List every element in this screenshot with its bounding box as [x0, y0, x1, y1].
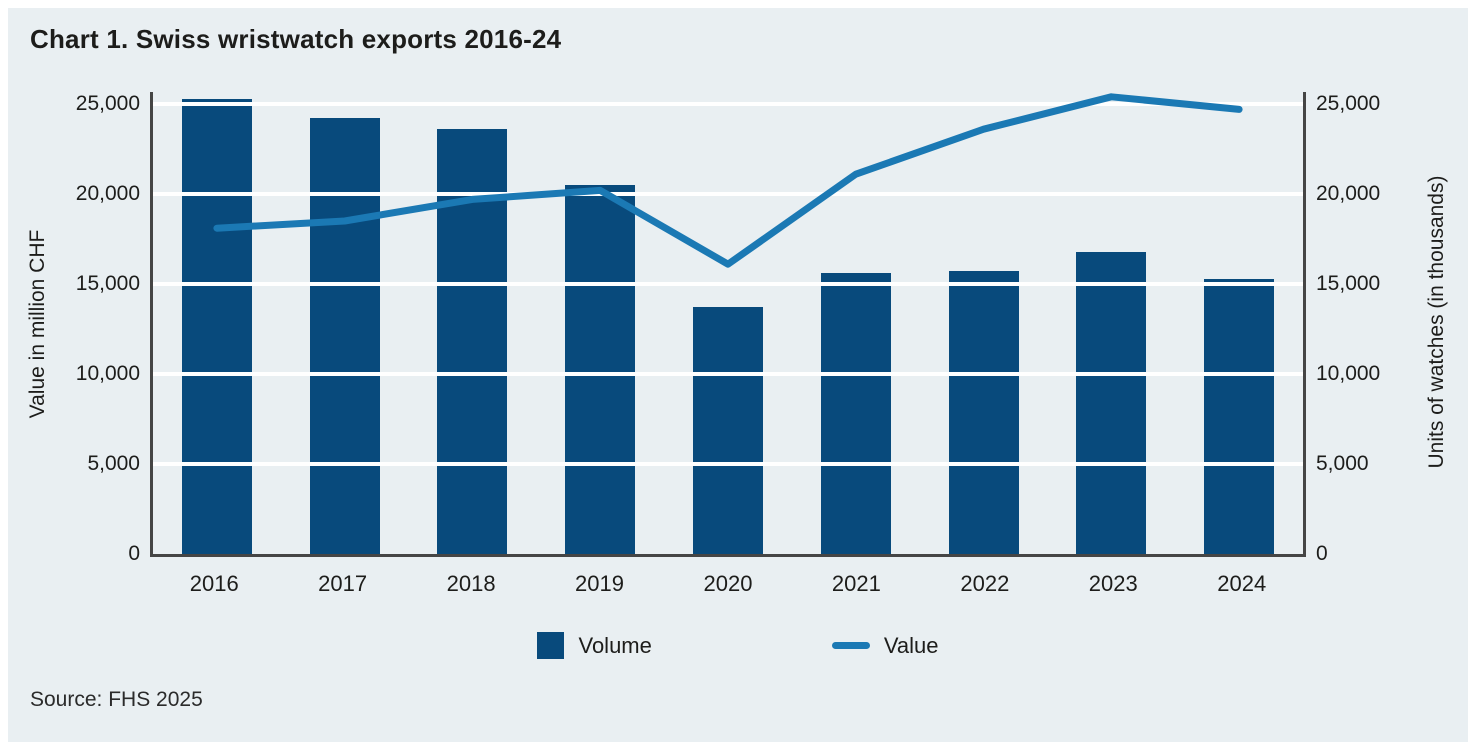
- legend-swatch-line-icon: [831, 642, 870, 649]
- gridline: [153, 282, 1303, 286]
- bar-slot-2022: [920, 92, 1048, 554]
- chart-title: Chart 1. Swiss wristwatch exports 2016-2…: [30, 24, 562, 54]
- left-y-tick-label: 5,000: [87, 452, 140, 475]
- right-y-tick-label: 25,000: [1316, 92, 1381, 115]
- x-tick-label-2016: 2016: [189, 571, 239, 596]
- legend-swatch-square-icon: [537, 632, 565, 659]
- x-tick-label-2021: 2021: [831, 571, 881, 596]
- x-tick-label-2024: 2024: [1217, 571, 1267, 596]
- x-tick-label-2017: 2017: [318, 571, 368, 596]
- volume-bar-2016: [181, 98, 252, 554]
- legend: Volume Value: [8, 632, 1468, 659]
- x-axis-labels: 2016 2017 2018 2019 2020 2021 2022 2023 2024: [150, 571, 1306, 597]
- x-tick-label-2018: 2018: [446, 571, 496, 596]
- legend-item-volume: Volume: [537, 632, 652, 659]
- source-note: Source: FHS 2025: [30, 688, 203, 711]
- bar-slot-2024: [1175, 92, 1303, 554]
- left-y-tick-label: 25,000: [75, 92, 140, 115]
- right-y-tick-label: 10,000: [1316, 362, 1381, 385]
- volume-bar-2019: [565, 185, 636, 554]
- chart-panel: Chart 1. Swiss wristwatch exports 2016-2…: [8, 8, 1468, 742]
- volume-bar-2023: [1076, 251, 1147, 554]
- legend-item-value: Value: [831, 632, 939, 659]
- value-line-chart: [213, 93, 1243, 268]
- left-y-tick-label: 10,000: [75, 362, 140, 385]
- bars-container: [153, 92, 1303, 554]
- left-y-tick-label: 20,000: [75, 182, 140, 205]
- left-axis-title: Value in million CHF: [26, 229, 49, 419]
- x-tick-label-2020: 2020: [703, 571, 753, 596]
- plot-area: 0 0 5,000 5,000 10,000 10,000 15,000 15,000 20,0…: [76, 92, 1380, 565]
- left-y-tick-label: 0: [128, 542, 140, 565]
- right-y-tick-label: 20,000: [1316, 182, 1381, 205]
- legend-label: Value: [883, 632, 939, 658]
- right-axis-title: Units of watches (in thousands): [1425, 175, 1448, 469]
- bar-slot-2023: [1047, 92, 1175, 554]
- volume-bar-2021: [820, 273, 891, 554]
- value-line: [213, 93, 1243, 268]
- bar-slot-2016: [153, 92, 281, 554]
- right-y-tick-label: 0: [1316, 542, 1328, 565]
- bar-slot-2021: [792, 92, 920, 554]
- gridline: [153, 372, 1303, 376]
- x-tick-label-2022: 2022: [960, 571, 1010, 596]
- volume-bar-2022: [948, 271, 1019, 554]
- right-y-tick-label: 5,000: [1316, 452, 1369, 475]
- bar-slot-2020: [664, 92, 792, 554]
- x-tick-label-2023: 2023: [1088, 571, 1138, 596]
- gridline: [153, 102, 1303, 106]
- bar-slot-2019: [536, 92, 664, 554]
- volume-bar-2017: [309, 118, 380, 554]
- bar-slot-2017: [281, 92, 409, 554]
- left-y-tick-label: 15,000: [75, 272, 140, 295]
- gridline: [153, 192, 1303, 196]
- gridline: [153, 462, 1303, 466]
- volume-bar-2024: [1204, 278, 1275, 554]
- legend-label: Volume: [578, 632, 652, 658]
- right-y-tick-label: 15,000: [1316, 272, 1381, 295]
- volume-bar-2020: [693, 307, 764, 554]
- x-tick-label-2019: 2019: [575, 571, 624, 596]
